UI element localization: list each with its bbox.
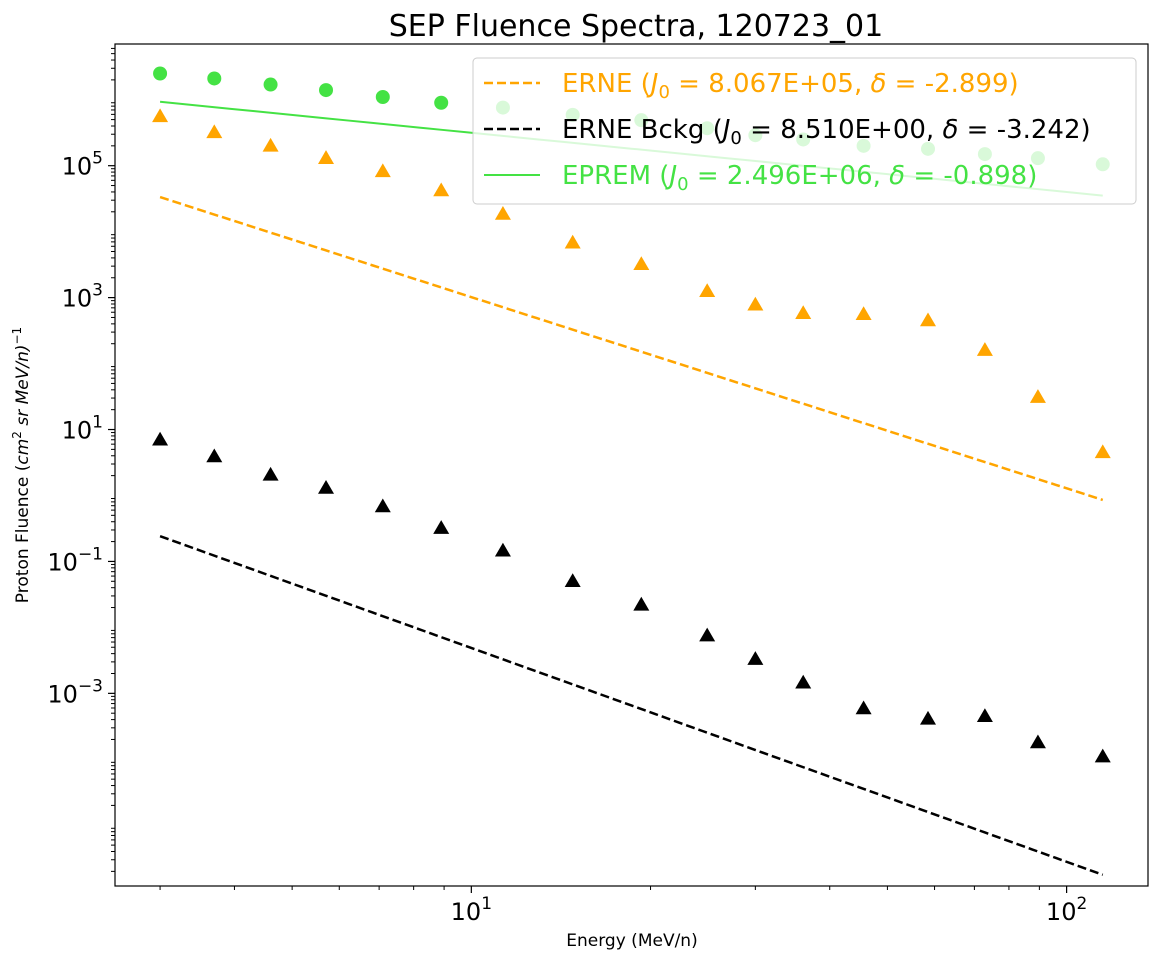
data-point (699, 283, 716, 297)
plot-frame (114, 43, 1149, 887)
y-tick-label: 105 (62, 149, 103, 181)
y-tick-label: 101 (62, 413, 103, 445)
data-point (374, 498, 391, 513)
legend-eq: = 8.067E+05, (670, 69, 871, 99)
fit-line (159, 534, 1104, 876)
y-tick-exp: −1 (78, 544, 103, 564)
y-tick-exp: 5 (92, 149, 103, 169)
x-tick-base: 10 (451, 898, 482, 926)
data-point (319, 83, 334, 98)
legend-delta-value: = -3.242) (958, 115, 1090, 145)
legend-delta-value: = -2.899) (886, 69, 1018, 99)
data-point (374, 163, 391, 178)
legend-delta: δ (889, 161, 905, 191)
data-point (795, 674, 812, 689)
series-erne (152, 108, 1111, 502)
y-tick-exp: 3 (92, 281, 103, 301)
series-erne-bckg (152, 431, 1111, 876)
data-point (318, 479, 335, 494)
legend: ERNE (J0 = 8.067E+05, δ = -2.899) ERNE Bc… (472, 57, 1137, 205)
y-tick-label: 10−3 (47, 676, 103, 708)
data-point (855, 306, 872, 320)
x-tick-label: 101 (451, 894, 492, 926)
y-tick-base: 10 (62, 285, 93, 313)
data-point (318, 150, 335, 164)
legend-entry: ERNE (J0 = 8.067E+05, δ = -2.899) (562, 69, 1019, 103)
y-axis-label-exp: −1 (10, 327, 24, 345)
y-tick-base: 10 (62, 153, 93, 181)
data-point (795, 305, 812, 319)
y-tick-base: 10 (62, 417, 93, 445)
data-point (699, 627, 716, 642)
data-point (152, 108, 169, 123)
y-axis-label-prefix: Proton Fluence ( (13, 465, 33, 604)
data-point (433, 520, 450, 534)
legend-j-sub: 0 (730, 128, 741, 149)
y-axis-label-cm-exp: 2 (10, 431, 24, 439)
data-point (976, 342, 993, 356)
data-point (433, 182, 450, 197)
data-point (747, 296, 764, 311)
x-tick-label: 102 (1046, 894, 1087, 926)
data-point (920, 312, 937, 327)
legend-eq: = 2.496E+06, (689, 161, 890, 191)
data-point (1094, 444, 1111, 459)
data-point (1029, 734, 1046, 749)
y-tick-label: 103 (62, 281, 103, 313)
legend-delta-value: = -0.898) (905, 161, 1037, 191)
data-point (375, 90, 390, 105)
data-point (1029, 389, 1046, 403)
chart-title: SEP Fluence Spectra, 120723_01 (389, 9, 883, 44)
x-axis: 101 102 (159, 886, 1087, 926)
legend-entry: EPREM (J0 = 2.496E+06, δ = -0.898) (562, 161, 1037, 195)
data-point (494, 542, 511, 557)
y-axis-label-cm: cm (13, 439, 33, 465)
fit-line (159, 195, 1104, 502)
data-point (262, 137, 279, 152)
x-tick-exp: 2 (1076, 894, 1087, 914)
data-point (263, 77, 278, 92)
legend-delta: δ (870, 69, 886, 99)
legend-j-sub: 0 (677, 174, 688, 195)
y-axis-label-rest: sr MeV/n) (13, 345, 33, 432)
data-point (633, 256, 650, 271)
data-point (494, 206, 511, 220)
data-point (207, 71, 222, 86)
data-point (633, 596, 650, 611)
data-point (747, 651, 764, 665)
y-tick-exp: 1 (92, 413, 103, 433)
x-axis-label: Energy (MeV/n) (566, 931, 697, 951)
data-point (564, 573, 581, 588)
data-point (976, 708, 993, 722)
data-point (153, 66, 168, 81)
data-point (564, 234, 581, 249)
x-tick-exp: 1 (481, 894, 492, 914)
y-tick-base: 10 (47, 548, 78, 576)
data-point (206, 448, 223, 463)
y-tick-label: 10−1 (47, 544, 103, 576)
legend-delta: δ (942, 115, 958, 145)
data-point (152, 431, 169, 446)
data-point (206, 124, 223, 139)
legend-entry: ERNE Bckg (J0 = 8.510E+00, δ = -3.242) (562, 115, 1091, 149)
legend-j-sub: 0 (658, 82, 669, 103)
legend-prefix: ERNE ( (562, 69, 651, 99)
y-tick-base: 10 (47, 680, 78, 708)
y-axis-label: Proton Fluence (cm2 sr MeV/n)−1 (10, 327, 33, 603)
legend-prefix: ERNE Bckg ( (562, 115, 723, 145)
data-point (434, 95, 449, 110)
data-point (855, 700, 872, 715)
data-point (262, 466, 279, 481)
data-point (1094, 748, 1111, 763)
data-point (920, 710, 937, 725)
y-tick-exp: −3 (78, 676, 103, 696)
legend-eq: = 8.510E+00, (742, 115, 943, 145)
legend-prefix: EPREM ( (562, 161, 669, 191)
x-tick-base: 10 (1046, 898, 1077, 926)
legend-box (472, 57, 1137, 205)
